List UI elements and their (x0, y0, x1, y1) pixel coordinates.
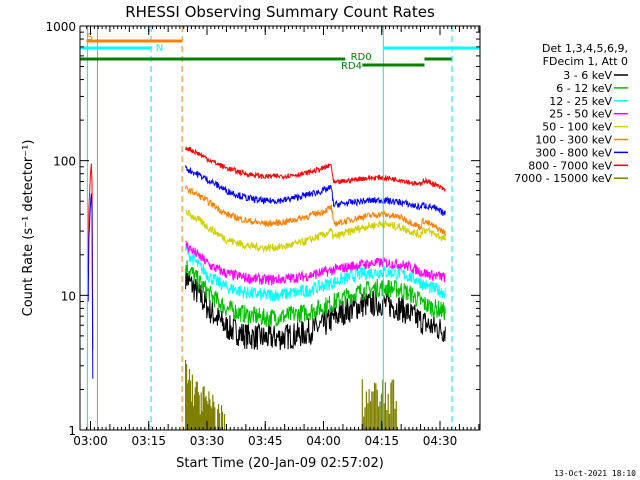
x-tick-label: 03:00 (73, 434, 108, 448)
series-line-6 (185, 165, 446, 216)
x-axis-label: Start Time (20-Jan-09 02:57:02) (176, 456, 384, 471)
rd0-label: RD0 (351, 52, 372, 63)
y-axis-label: Count Rate (s⁻¹ detector⁻¹) (21, 140, 36, 317)
y-tick-label: 10 (61, 289, 76, 303)
x-tick-label: 03:15 (131, 434, 166, 448)
plot-content (87, 146, 446, 430)
x-tick-label: 04:00 (306, 434, 341, 448)
y-tick-label: 1000 (45, 20, 76, 34)
legend-header-line-2: FDecim 1, Att 0 (543, 55, 628, 68)
legend-label-0: 3 - 6 keV (563, 69, 612, 82)
x-tick-label: 03:45 (248, 434, 283, 448)
early-spike-blue (87, 193, 94, 379)
rd4-label: RD4 (341, 61, 362, 72)
legend-label-5: 100 - 300 keV (535, 134, 612, 147)
legend-header-line-1: Det 1,3,4,5,6,9, (542, 42, 628, 55)
legend-label-4: 50 - 100 keV (542, 121, 612, 134)
legend-label-7: 800 - 7000 keV (528, 159, 612, 172)
series-line-5 (185, 184, 446, 237)
y-tick-label: 100 (53, 155, 76, 169)
timestamp: 13-Oct-2021 18:10 (554, 469, 636, 478)
legend-label-3: 25 - 50 keV (549, 108, 612, 121)
series-line-3 (185, 240, 446, 287)
series-line-1 (185, 259, 446, 328)
legend-label-8: 7000 - 15000 keV (514, 172, 612, 185)
legend: Det 1,3,4,5,6,9, FDecim 1, Att 0 3 - 6 k… (514, 42, 628, 185)
series-line-4 (185, 209, 446, 253)
y-tick-label: 1 (68, 424, 76, 438)
series-line-7 (185, 146, 446, 193)
legend-label-6: 300 - 800 keV (535, 146, 612, 159)
series-line-8 (185, 359, 397, 430)
plot-frame (79, 25, 481, 431)
legend-label-2: 12 - 25 keV (549, 95, 612, 108)
night-flag-label: N (156, 43, 163, 54)
series-line-2 (185, 244, 446, 302)
series-line-0 (185, 265, 446, 351)
x-tick-label: 04:30 (423, 434, 458, 448)
axes: 1 10 100 1000 03:00 03:15 03:30 03:45 04:00 04:15… (45, 20, 481, 448)
x-tick-label: 04:15 (364, 434, 399, 448)
x-tick-label: 03:30 (190, 434, 225, 448)
saa-flag-label: S (87, 32, 93, 43)
early-spike-red (87, 163, 94, 349)
legend-label-1: 6 - 12 keV (556, 82, 612, 95)
chart-title: RHESSI Observing Summary Count Rates (125, 3, 435, 21)
